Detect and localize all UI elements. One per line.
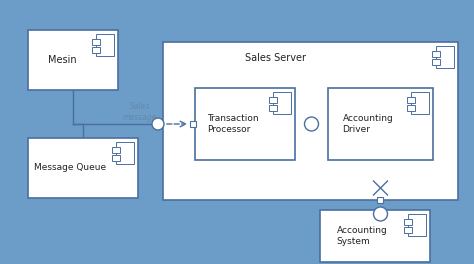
Text: Sales
message: Sales message <box>123 102 157 122</box>
Bar <box>28 30 118 90</box>
Bar <box>411 92 429 114</box>
Circle shape <box>304 117 319 131</box>
Text: Accounting
System: Accounting System <box>337 226 387 246</box>
Text: Transaction
Processor: Transaction Processor <box>207 114 259 134</box>
Bar <box>269 105 277 111</box>
Bar <box>432 51 440 57</box>
Bar <box>190 121 196 127</box>
Bar <box>404 227 412 233</box>
Text: Message Queue: Message Queue <box>34 163 106 172</box>
Text: Mesin: Mesin <box>48 55 76 65</box>
Bar <box>112 155 120 161</box>
Bar <box>407 97 415 103</box>
Bar <box>273 92 291 114</box>
Bar <box>28 138 138 198</box>
Bar <box>320 210 430 262</box>
Bar <box>163 42 458 200</box>
Text: Accounting
Driver: Accounting Driver <box>343 114 393 134</box>
Bar <box>328 88 433 160</box>
Bar <box>92 47 100 53</box>
Bar <box>116 142 134 164</box>
Circle shape <box>374 207 388 221</box>
Bar <box>195 88 295 160</box>
Bar <box>408 214 426 236</box>
Bar <box>269 97 277 103</box>
Bar <box>404 219 412 225</box>
Text: Sales Server: Sales Server <box>245 53 306 63</box>
Bar <box>112 147 120 153</box>
Bar <box>92 39 100 45</box>
Bar <box>96 34 114 56</box>
Bar <box>436 46 454 68</box>
Bar <box>377 197 383 203</box>
Bar <box>432 59 440 65</box>
Circle shape <box>152 118 164 130</box>
Bar <box>407 105 415 111</box>
